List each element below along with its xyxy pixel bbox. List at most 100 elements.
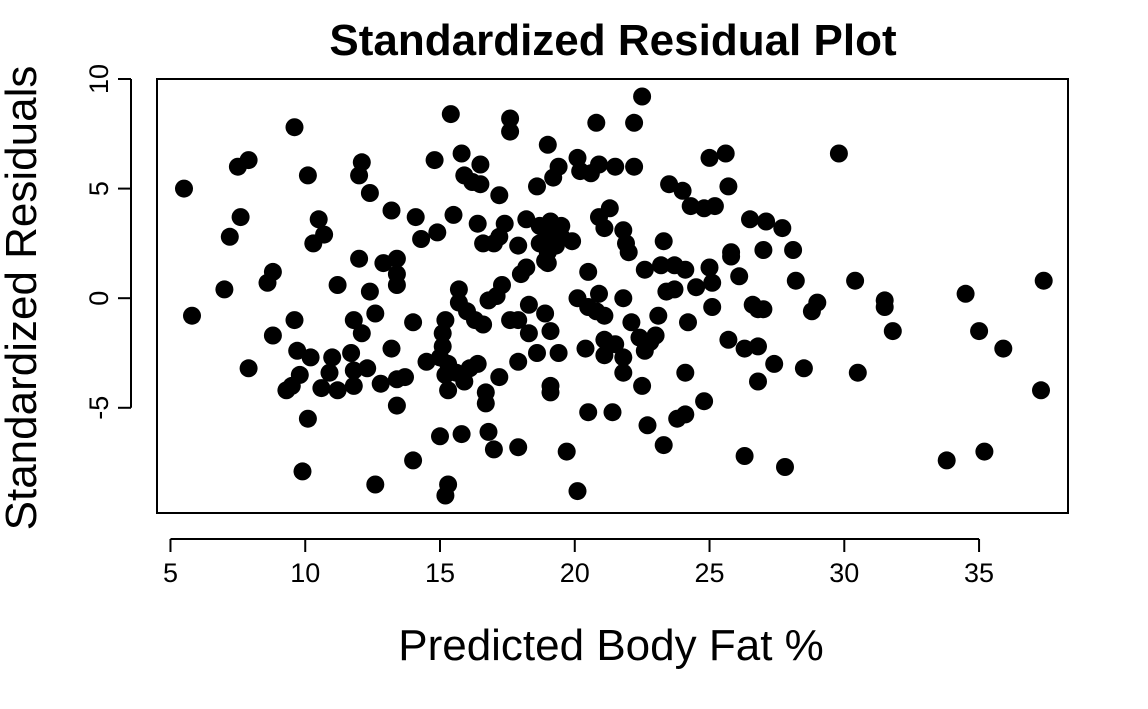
data-point: [290, 365, 309, 384]
data-point: [719, 330, 738, 349]
x-axis: 5 10 15 20 25 30 35: [163, 538, 994, 588]
data-point: [404, 451, 423, 470]
data-point: [493, 276, 511, 294]
data-point: [471, 175, 490, 194]
data-point: [754, 300, 773, 319]
data-point: [387, 396, 406, 415]
data-point: [719, 177, 738, 196]
data-point: [412, 230, 431, 248]
y-tick-label: 5: [84, 181, 114, 196]
data-point: [509, 311, 528, 330]
x-tick-label: 30: [829, 558, 859, 588]
data-point: [673, 181, 692, 200]
data-point: [231, 208, 250, 227]
data-point: [315, 225, 334, 244]
chart-title: Standardized Residual Plot: [329, 16, 897, 65]
data-point: [406, 208, 425, 227]
data-point: [765, 354, 784, 373]
data-point: [749, 372, 767, 391]
data-point: [239, 359, 258, 378]
x-axis-label: Predicted Body Fat %: [398, 621, 824, 670]
data-point: [784, 241, 803, 259]
data-point: [625, 113, 644, 132]
data-point: [549, 344, 568, 362]
data-point: [652, 256, 670, 275]
data-point: [417, 352, 436, 371]
data-point: [606, 335, 625, 354]
data-point: [614, 363, 633, 382]
data-point: [794, 359, 813, 378]
data-point: [444, 205, 463, 224]
data-point: [360, 282, 379, 301]
data-point: [614, 348, 633, 367]
data-point: [660, 175, 679, 194]
data-point: [541, 383, 560, 402]
data-point: [829, 144, 848, 163]
data-point: [344, 361, 363, 380]
data-point: [509, 236, 528, 255]
data-point: [439, 475, 458, 494]
data-point: [352, 324, 371, 343]
data-point: [970, 322, 989, 341]
data-point: [749, 337, 767, 356]
data-point: [263, 262, 282, 281]
data-point: [679, 313, 697, 332]
data-point: [549, 157, 568, 176]
x-tick-label: 25: [695, 558, 725, 588]
data-point: [703, 298, 722, 316]
data-point: [439, 381, 458, 400]
data-point: [183, 306, 201, 325]
data-point: [344, 311, 363, 330]
data-point: [773, 219, 792, 238]
data-point: [528, 344, 546, 362]
data-point: [517, 258, 536, 277]
data-point: [563, 232, 582, 251]
data-point: [366, 304, 385, 323]
data-point: [622, 313, 641, 332]
data-point: [320, 363, 339, 382]
data-point: [665, 280, 684, 299]
data-point: [288, 341, 307, 360]
data-point: [579, 403, 598, 422]
data-point: [846, 271, 865, 290]
data-point: [538, 254, 557, 273]
data-point: [495, 214, 514, 233]
data-point: [431, 427, 449, 446]
data-point: [654, 436, 673, 455]
data-point: [633, 376, 652, 395]
data-point: [808, 293, 827, 312]
data-point: [484, 440, 503, 459]
data-point: [722, 247, 741, 266]
data-points: [175, 87, 1053, 505]
data-point: [366, 475, 385, 494]
data-point: [741, 210, 759, 229]
data-point: [676, 363, 695, 382]
data-point: [735, 447, 754, 465]
data-point: [425, 151, 444, 170]
x-tick-label: 5: [163, 558, 178, 588]
data-point: [358, 359, 377, 378]
data-point: [342, 344, 361, 362]
data-point: [776, 458, 794, 476]
data-point: [956, 284, 975, 303]
data-point: [883, 322, 902, 341]
data-point: [687, 278, 706, 297]
data-point: [352, 153, 371, 172]
data-point: [517, 210, 536, 229]
data-point: [681, 197, 700, 216]
data-point: [606, 157, 625, 176]
data-point: [1034, 271, 1053, 290]
data-point: [590, 155, 608, 174]
y-tick-label: -5: [84, 396, 114, 420]
data-point: [509, 438, 528, 457]
x-tick-label: 15: [425, 558, 455, 588]
data-point: [436, 311, 455, 330]
data-point: [474, 315, 493, 334]
data-point: [703, 273, 722, 292]
data-point: [298, 166, 317, 185]
data-point: [716, 144, 735, 163]
data-point: [676, 260, 695, 279]
data-point: [344, 376, 363, 395]
data-point: [501, 109, 520, 128]
